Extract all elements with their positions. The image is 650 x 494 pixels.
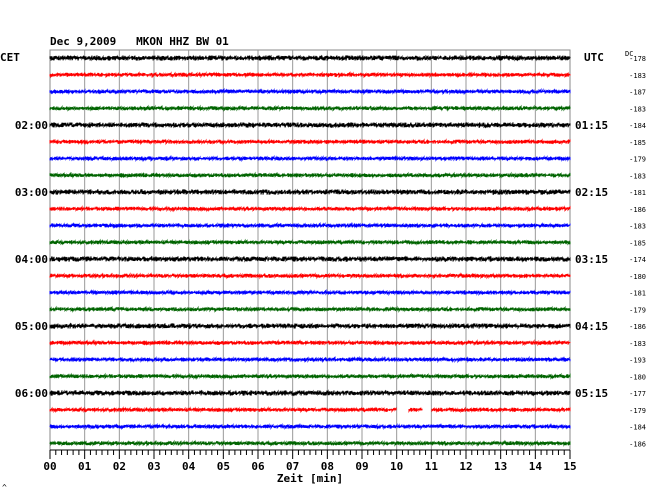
trace-row-9	[49, 188, 571, 196]
traces	[49, 54, 571, 447]
dc-offset-label: -183	[629, 172, 646, 180]
corner-mark: ^	[2, 483, 7, 492]
left-time-label: 04:00	[15, 253, 48, 266]
trace-row-12	[49, 238, 571, 246]
right-time-label: 04:15	[575, 320, 608, 333]
trace-row-13	[49, 255, 571, 263]
trace-row-11	[49, 221, 571, 230]
x-tick-label: 05	[217, 460, 230, 473]
trace-row-7	[49, 154, 571, 163]
x-tick-label: 08	[321, 460, 334, 473]
trace-row-14	[49, 272, 571, 280]
x-tick-label: 00	[43, 460, 56, 473]
dc-offset-label: -187	[629, 89, 646, 97]
trace-row-16	[49, 305, 571, 313]
x-tick-label: 06	[251, 460, 265, 473]
dc-offset-label: -181	[629, 189, 646, 197]
trace-row-20	[49, 372, 571, 380]
dc-offset-label: -185	[629, 239, 646, 247]
dc-offset-label: -184	[629, 122, 646, 130]
dc-offset-label: -183	[629, 223, 646, 231]
dc-offset-label: -180	[629, 373, 646, 381]
dc-offset-label: -186	[629, 206, 646, 214]
right-time-label: 02:15	[575, 186, 608, 199]
dc-offset-label: -193	[629, 357, 646, 365]
left-time-label: 03:00	[15, 186, 48, 199]
trace-row-2	[49, 71, 571, 79]
dc-offset-label: -183	[629, 72, 646, 80]
trace-row-18	[49, 339, 571, 347]
dc-offset-label: -183	[629, 340, 646, 348]
x-tick-label: 07	[286, 460, 299, 473]
trace-row-6	[49, 138, 571, 146]
trace-row-3	[49, 87, 571, 96]
x-axis: 00 01 02 03 04 05 06 07 08 09 10 11 12 13 14 15	[43, 449, 577, 473]
trace-row-4	[49, 104, 571, 112]
trace-row-17	[49, 322, 571, 330]
x-tick-label: 13	[494, 460, 507, 473]
x-tick-label: 14	[529, 460, 543, 473]
x-tick-label: 01	[78, 460, 92, 473]
x-tick-label: 11	[425, 460, 439, 473]
chart-title: Dec 9,2009 MKON HHZ BW 01	[50, 35, 229, 48]
dc-offset-label: -179	[629, 306, 646, 314]
x-tick-label: 09	[355, 460, 368, 473]
dc-offset-label: -186	[629, 323, 646, 331]
right-zone-label: UTC	[584, 51, 604, 64]
dc-offset-label: -181	[629, 290, 646, 298]
dc-offset-label: -174	[629, 256, 646, 264]
trace-row-1	[49, 54, 571, 62]
grid	[49, 49, 571, 451]
dc-offset-label: -180	[629, 273, 646, 281]
x-tick-label: 12	[459, 460, 472, 473]
trace-row-8	[49, 171, 571, 179]
dc-offset-label: -177	[629, 390, 646, 398]
dc-offset-label: -178	[629, 55, 646, 63]
trace-row-23	[49, 422, 571, 431]
dc-offset-label: -179	[629, 156, 646, 164]
left-time-label: 05:00	[15, 320, 48, 333]
x-axis-label: Zeit [min]	[277, 472, 343, 485]
x-tick-label: 04	[182, 460, 196, 473]
x-tick-label: 03	[147, 460, 160, 473]
trace-row-22	[49, 406, 571, 414]
dc-offset-label: -183	[629, 105, 646, 113]
x-tick-label: 02	[113, 460, 126, 473]
trace-row-21	[49, 389, 571, 397]
x-tick-label: 15	[563, 460, 576, 473]
trace-row-19	[49, 355, 571, 364]
trace-row-10	[49, 205, 571, 213]
trace-row-15	[49, 288, 571, 297]
dc-label: DC	[625, 50, 633, 58]
right-time-label: 05:15	[575, 387, 608, 400]
left-time-label: 06:00	[15, 387, 48, 400]
right-time-label: 01:15	[575, 119, 608, 132]
trace-row-24	[49, 439, 571, 447]
dc-offset-label: -185	[629, 139, 646, 147]
dc-offset-label: -186	[629, 440, 646, 448]
x-tick-label: 10	[390, 460, 403, 473]
trace-row-5	[49, 121, 571, 129]
right-time-label: 03:15	[575, 253, 608, 266]
left-time-label: 02:00	[15, 119, 48, 132]
labels: 02:00 03:00 04:00 05:00 06:00 01:15 02:15 03:15…	[15, 55, 646, 448]
dc-offset-label: -184	[629, 424, 646, 432]
left-zone-label: CET	[0, 51, 20, 64]
dc-offset-label: -179	[629, 407, 646, 415]
